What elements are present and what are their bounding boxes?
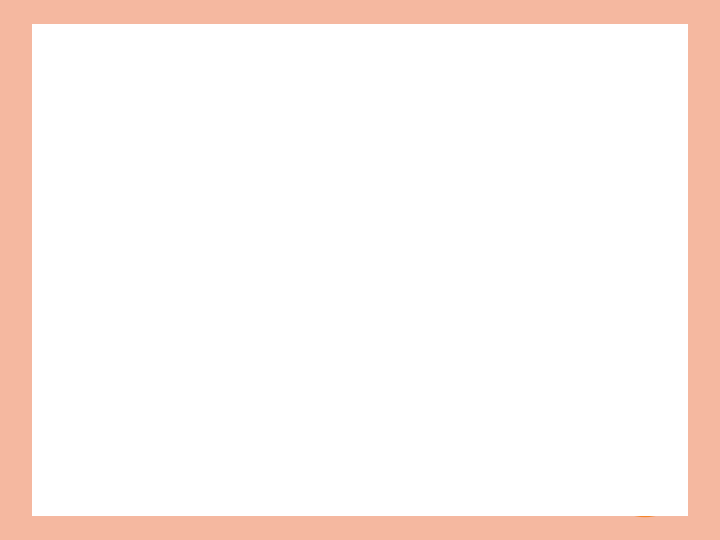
Text: development of the microbial population.: development of the microbial population. — [94, 426, 530, 444]
Text: depending  on  the  ambient  temperature  and  the: depending on the ambient temperature and… — [94, 139, 639, 158]
Text: psychrophilic    or     mesophilic      temperatures: psychrophilic or mesophilic temperatures — [94, 99, 660, 118]
Text: temperatures of the compost mix material.: temperatures of the compost mix material… — [94, 180, 541, 199]
Text: The initial stage of composting is marked by either: The initial stage of composting is marke… — [94, 59, 649, 78]
Text: A short lag period is typical at the start of the: A short lag period is typical at the sta… — [94, 242, 639, 261]
Text: composting process before the temperature begins: composting process before the temperatur… — [94, 282, 616, 301]
Text: This  lag  period  is  the  time  necessary  for  the: This lag period is the time necessary fo… — [94, 385, 671, 404]
Text: to rise rapidly.: to rise rapidly. — [94, 322, 269, 342]
Circle shape — [607, 460, 683, 517]
